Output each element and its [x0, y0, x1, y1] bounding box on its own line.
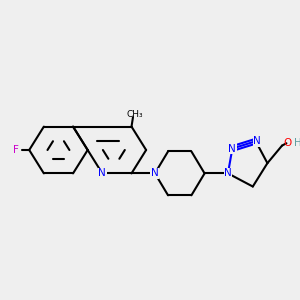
Text: N: N [229, 143, 236, 154]
Text: N: N [151, 168, 159, 178]
Text: H: H [294, 138, 300, 148]
Text: F: F [13, 145, 19, 155]
Text: N: N [98, 168, 106, 178]
Text: N: N [224, 168, 232, 178]
Text: CH₃: CH₃ [126, 110, 143, 119]
Text: O: O [284, 138, 292, 148]
Text: N: N [253, 136, 261, 146]
